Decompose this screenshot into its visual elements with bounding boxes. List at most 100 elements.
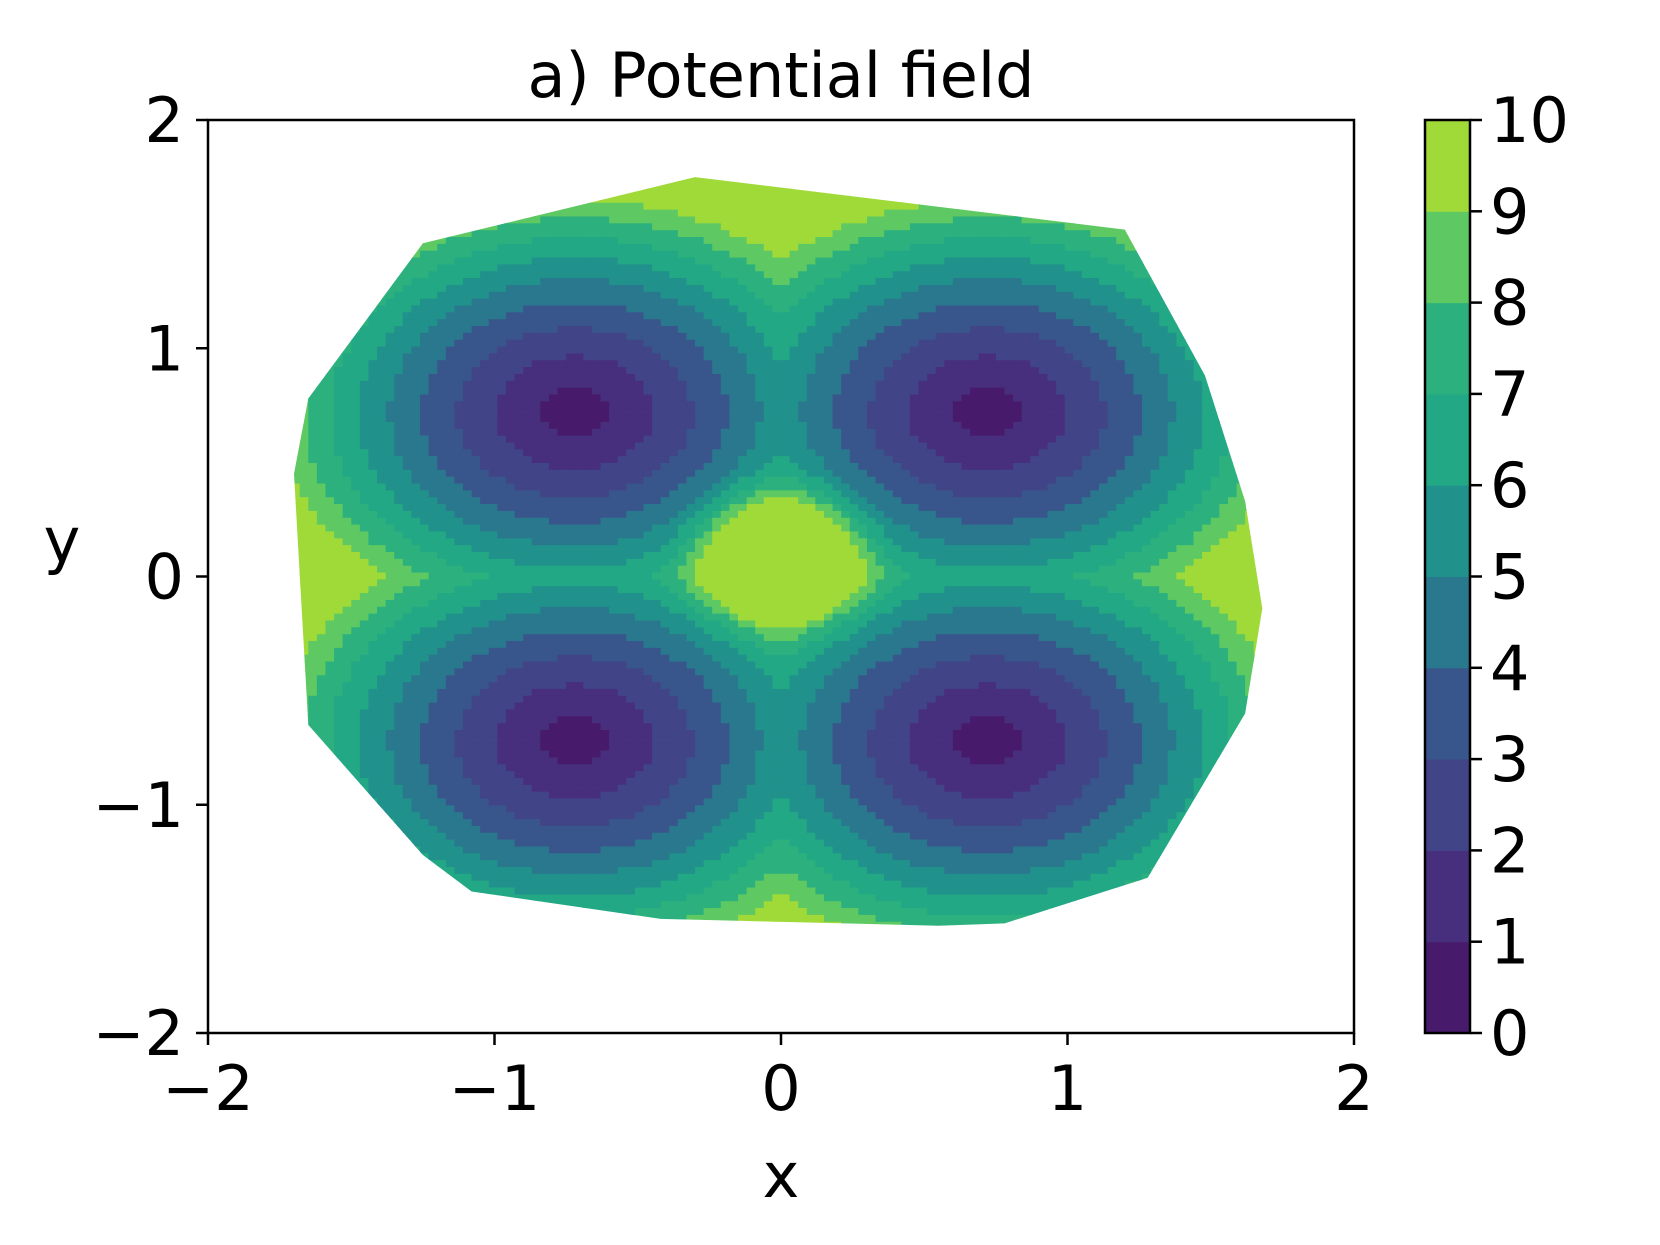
contour-cell (471, 250, 481, 258)
contour-cell (282, 236, 291, 243)
contour-cell (566, 770, 576, 778)
contour-cell (574, 749, 584, 758)
contour-cell (299, 380, 309, 388)
contour-cell (359, 476, 370, 484)
contour-cell (540, 681, 550, 689)
contour-cell (385, 914, 395, 922)
contour-cell (626, 448, 636, 457)
contour-cell (523, 311, 533, 320)
contour-cell (428, 777, 438, 785)
contour-cell (566, 380, 576, 388)
contour-cell (265, 907, 274, 914)
contour-cell (471, 304, 481, 313)
contour-cell (420, 448, 430, 457)
contour-cell (299, 489, 309, 498)
contour-cell (548, 455, 559, 463)
contour-cell (591, 332, 602, 340)
contour-cell (540, 503, 550, 511)
contour-cell (591, 674, 602, 683)
contour-cell (377, 729, 387, 737)
contour-cell (634, 387, 645, 395)
contour-cell (634, 455, 645, 463)
contour-cell (548, 332, 559, 340)
contour-cell (308, 749, 318, 758)
contour-cell (557, 517, 567, 525)
contour-cell (600, 852, 610, 861)
contour-cell (514, 339, 524, 347)
contour-cell (540, 400, 550, 409)
contour-cell (480, 722, 490, 731)
contour-cell (454, 914, 464, 922)
contour-cell (377, 551, 387, 559)
contour-cell (385, 407, 395, 416)
contour-cell (342, 756, 352, 765)
contour-cell (583, 784, 593, 792)
contour-cell (480, 633, 490, 642)
contour-cell (265, 209, 274, 216)
contour-cell (445, 476, 455, 484)
contour-cell (488, 177, 498, 183)
contour-cell (265, 332, 274, 339)
contour-cell (617, 434, 627, 443)
contour-cell (294, 503, 301, 511)
contour-cell (617, 633, 627, 642)
contour-cell (428, 393, 438, 402)
contour-cell (411, 434, 421, 443)
contour-cell (377, 311, 387, 320)
contour-cell (454, 852, 464, 861)
contour-cell (437, 606, 447, 614)
contour-cell (446, 168, 455, 175)
contour-cell (342, 441, 352, 450)
contour-cell (402, 797, 413, 806)
contour-cell (566, 681, 576, 689)
contour-cell (540, 626, 550, 635)
contour-cell (402, 393, 413, 402)
contour-cell (488, 455, 498, 463)
contour-cell (308, 448, 318, 457)
contour-cell (505, 585, 516, 594)
contour-cell (574, 250, 584, 258)
contour-cell (265, 236, 274, 243)
contour-cell (566, 236, 576, 244)
contour-cell (294, 462, 301, 470)
contour-cell (308, 482, 318, 491)
contour-cell (617, 250, 627, 258)
contour-cell (557, 366, 567, 374)
contour-cell (316, 599, 327, 607)
contour-cell (609, 729, 619, 737)
contour-cell (574, 352, 584, 361)
contour-cell (617, 428, 627, 436)
contour-cell (420, 544, 430, 552)
contour-cell (591, 524, 602, 532)
contour-cell (488, 907, 498, 915)
contour-cell (445, 277, 455, 285)
contour-cell (462, 476, 473, 484)
contour-cell (265, 579, 274, 586)
contour-cell (299, 571, 309, 580)
contour-cell (575, 935, 584, 942)
contour-cell (471, 791, 481, 799)
contour-cell (634, 825, 645, 833)
contour-cell (462, 434, 473, 443)
contour-cell (411, 469, 421, 477)
contour-cell (634, 845, 645, 854)
contour-cell (609, 387, 619, 395)
contour-cell (540, 784, 550, 792)
contour-cell (334, 455, 344, 463)
contour-cell (634, 503, 645, 511)
contour-cell (359, 380, 370, 388)
contour-cell (368, 886, 378, 895)
contour-cell (334, 462, 344, 470)
contour-cell (600, 284, 610, 292)
contour-cell (316, 407, 327, 416)
contour-cell (299, 592, 309, 600)
contour-cell (351, 674, 361, 683)
contour-cell (282, 401, 291, 408)
contour-cell (342, 914, 352, 922)
contour-cell (308, 626, 318, 635)
contour-cell (394, 654, 404, 662)
contour-cell (574, 777, 584, 785)
contour-cell (368, 873, 378, 881)
contour-cell (566, 209, 576, 217)
contour-cell (617, 804, 627, 813)
